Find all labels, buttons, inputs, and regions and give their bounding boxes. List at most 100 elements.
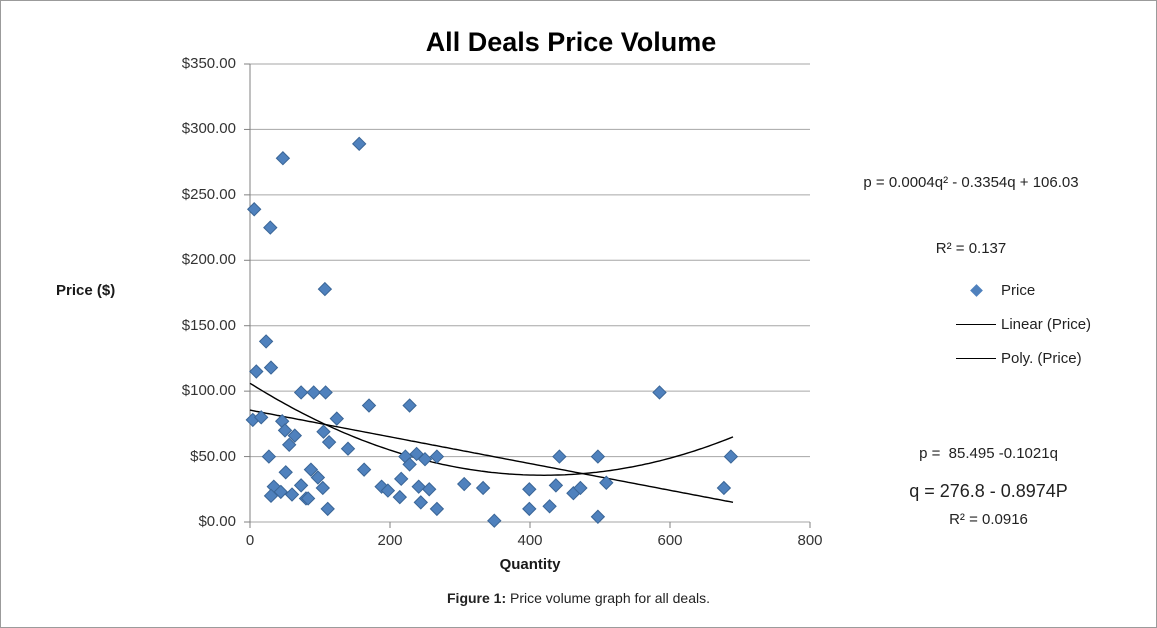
data-point (277, 423, 293, 438)
trendline-linear (249, 409, 734, 503)
data-point (374, 479, 389, 494)
data-point (320, 501, 335, 517)
data-point (258, 334, 274, 349)
y-tick-label: $50.00 (190, 447, 236, 465)
data-point (429, 501, 445, 517)
y-tick-label: $100.00 (181, 382, 236, 400)
line-marker-icon (956, 323, 996, 325)
poly-equation: p = 0.0004q² - 0.3354q + 106.03 (863, 174, 1079, 191)
data-point (402, 457, 417, 472)
linear-r-squared: R² = 0.0916 (949, 511, 1028, 528)
data-point (590, 509, 606, 524)
data-point (421, 482, 437, 497)
trendline-poly2 (249, 382, 734, 477)
legend-label-poly: Poly. (Price) (1001, 349, 1082, 367)
data-point (590, 449, 606, 464)
data-point (380, 483, 396, 498)
data-point (287, 428, 303, 443)
data-point (393, 471, 409, 487)
legend-label-linear: Linear (Price) (1001, 315, 1092, 333)
data-point (456, 476, 472, 492)
data-point (315, 480, 331, 496)
data-point (263, 488, 279, 504)
data-point (573, 480, 588, 496)
legend-marker-area (953, 357, 999, 359)
poly-r-squared: R² = 0.137 (935, 240, 1007, 257)
data-point (411, 479, 426, 494)
x-tick-label: 600 (657, 532, 683, 549)
data-point (316, 424, 331, 439)
data-point (263, 220, 278, 235)
chart-title: All Deals Price Volume (425, 27, 717, 57)
legend: Price Linear (Price) Poly. (Price) (953, 273, 1091, 375)
y-axis-title: Price ($) (56, 282, 116, 299)
x-axis-title: Quantity (499, 556, 561, 573)
data-point (716, 480, 732, 496)
data-point (284, 487, 300, 502)
diamond-marker-icon (969, 283, 983, 297)
y-tick-label: $200.00 (181, 251, 236, 269)
data-point (361, 398, 377, 413)
legend-item-price: Price (953, 273, 1091, 307)
y-tick-label: $150.00 (181, 316, 236, 334)
data-point (306, 385, 321, 400)
x-tick-label: 400 (517, 532, 543, 549)
caption-text: Price volume graph for all deals. (506, 590, 710, 606)
legend-item-poly: Poly. (Price) (953, 341, 1091, 375)
data-point (300, 491, 316, 506)
data-point (392, 489, 408, 505)
data-point (599, 475, 614, 490)
data-point (329, 411, 345, 426)
x-tick-label: 200 (377, 532, 403, 549)
line-marker-icon (956, 357, 996, 359)
legend-label-price: Price (1001, 281, 1036, 299)
data-point (293, 478, 309, 493)
data-point (723, 449, 739, 464)
linear-equation: p = 85.495 -0.1021q (919, 445, 1058, 462)
data-point (351, 136, 367, 152)
data-point (303, 462, 319, 477)
data-point (275, 151, 291, 166)
data-point (402, 398, 417, 413)
y-tick-label: $0.00 (198, 513, 236, 530)
data-point (310, 470, 326, 485)
figure-caption: Figure 1: Price volume graph for all dea… (1, 590, 1156, 606)
data-point (246, 202, 262, 217)
demand-equation: q = 276.8 - 0.8974P (909, 481, 1068, 501)
data-point (487, 513, 502, 528)
data-point (548, 478, 564, 493)
data-point (356, 462, 372, 477)
data-point (253, 410, 269, 425)
y-tick-label: $300.00 (181, 120, 236, 138)
data-point (522, 482, 537, 497)
data-point (321, 434, 337, 450)
linear-trendline-annotation: p = 85.495 -0.1021q R² = 0.0916 (881, 399, 1096, 575)
data-point (318, 385, 333, 400)
data-point (263, 360, 279, 375)
data-point (652, 385, 667, 400)
data-point (249, 364, 264, 379)
legend-marker-area (953, 283, 999, 297)
y-tick-label: $250.00 (181, 185, 236, 203)
data-point (475, 480, 491, 496)
data-point (429, 449, 445, 464)
data-point (340, 441, 356, 456)
x-tick-label: 800 (797, 532, 823, 549)
data-point (278, 465, 293, 480)
y-tick-label: $350.00 (181, 55, 236, 72)
data-point (522, 501, 537, 517)
data-point (413, 495, 429, 510)
data-point (552, 449, 567, 464)
poly-trendline-annotation: p = 0.0004q² - 0.3354q + 106.03 R² = 0.1… (831, 128, 1111, 304)
x-tick-label: 0 (245, 532, 255, 549)
caption-label: Figure 1: (447, 590, 507, 606)
data-point (542, 499, 557, 514)
legend-item-linear: Linear (Price) (953, 307, 1091, 341)
legend-marker-area (953, 323, 999, 325)
data-point (317, 281, 333, 297)
data-point (417, 451, 433, 467)
data-point (293, 385, 309, 400)
data-point (273, 484, 289, 500)
data-point (261, 449, 277, 464)
